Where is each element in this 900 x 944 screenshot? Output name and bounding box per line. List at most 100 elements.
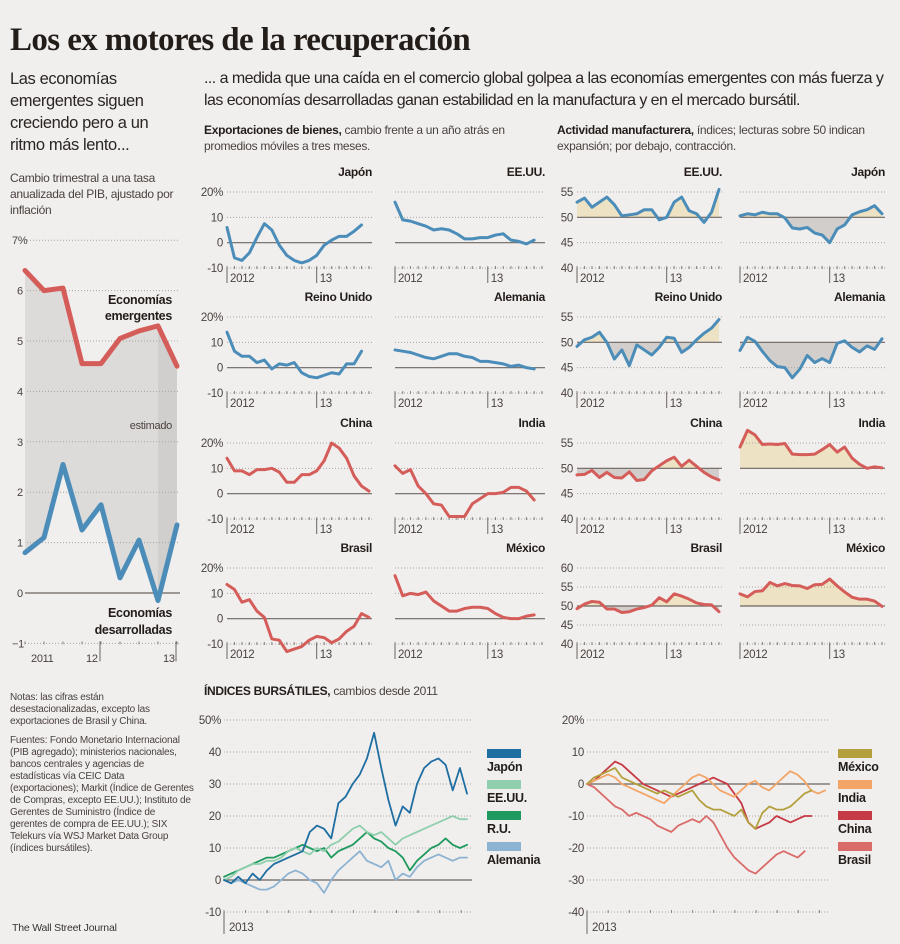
stocks-emerging-legend-swatch bbox=[838, 842, 872, 851]
exports-xtick-label: 2012 bbox=[230, 524, 254, 536]
exports-series-line bbox=[225, 582, 371, 654]
exports-xtick-label: 2012 bbox=[398, 649, 422, 661]
stocks-developed-legend-label: Japón bbox=[487, 760, 522, 774]
gdp-label-emerging: Economías bbox=[108, 293, 172, 307]
manufacturing-contraction-area bbox=[740, 342, 883, 378]
stocks-emerging-xtick-label: 2013 bbox=[592, 922, 616, 934]
exports-ytick-label: 20% bbox=[201, 187, 223, 199]
sources-text: Fuentes: Fondo Monetario Internacional (… bbox=[10, 735, 194, 854]
stocks-developed-ytick-label: 30 bbox=[209, 779, 221, 791]
stocks-emerging-ytick-label: -40 bbox=[568, 907, 584, 919]
gdp-estimate-label: estimado bbox=[130, 420, 172, 432]
manufacturing-series-line bbox=[575, 455, 721, 482]
manufacturing-panel-title: Reino Unido bbox=[655, 290, 722, 304]
exports-series-line bbox=[393, 574, 536, 621]
notes-block: Notas: las cifras están desestacionaliza… bbox=[10, 692, 195, 862]
exports-panel-title: China bbox=[340, 416, 372, 430]
gdp-ytick-label: −1 bbox=[12, 638, 24, 650]
stocks-emerging-series-india bbox=[586, 770, 827, 805]
exports-xtick-label: 2012 bbox=[398, 398, 422, 410]
manufacturing-xtick-label: 13 bbox=[833, 649, 845, 661]
stocks-developed-ytick-label: 40 bbox=[209, 747, 221, 759]
manufacturing-expansion-area bbox=[740, 579, 883, 606]
gdp-label-emerging: emergentes bbox=[105, 309, 173, 323]
exports-ytick-label: 20% bbox=[201, 563, 223, 575]
stocks-emerging-ytick-label: -10 bbox=[568, 811, 584, 823]
exports-xtick-label: 13 bbox=[320, 524, 332, 536]
manufacturing-expansion-area bbox=[581, 319, 720, 343]
manufacturing-ytick-label: 45 bbox=[561, 238, 573, 250]
exports-xtick-label: 13 bbox=[320, 649, 332, 661]
stocks-developed-series-eeuu bbox=[223, 815, 468, 881]
exports-series-line bbox=[393, 348, 536, 371]
exports-series-line bbox=[393, 464, 536, 518]
manufacturing-ytick-label: 40 bbox=[561, 514, 573, 526]
exports-xtick-label: 13 bbox=[491, 273, 503, 285]
stocks-emerging-series-brasil bbox=[586, 783, 806, 875]
stocks-emerging-series-mxico bbox=[586, 767, 813, 830]
manufacturing-contraction-area bbox=[577, 342, 720, 366]
exports-ytick-label: 20% bbox=[201, 312, 223, 324]
manufacturing-series-line bbox=[575, 187, 721, 224]
intro-right-text: ... a medida que una caída en el comerci… bbox=[204, 70, 884, 109]
gdp-label-developed: desarrolladas bbox=[95, 623, 173, 637]
manufacturing-series-line bbox=[738, 577, 884, 608]
exports-ytick-label: 0 bbox=[217, 489, 223, 501]
exports-ytick-label: 10 bbox=[211, 337, 223, 349]
manufacturing-panel-title: México bbox=[846, 541, 885, 555]
stocks-emerging-ytick-label: -20 bbox=[568, 843, 584, 855]
stocks-developed-ytick-label: 20 bbox=[209, 811, 221, 823]
stocks-description: cambios desde 2011 bbox=[330, 684, 438, 698]
stocks-subtitle: ÍNDICES BURSÁTILES, cambios desde 2011 bbox=[204, 683, 604, 699]
gdp-xtick-label: 13 bbox=[163, 653, 175, 665]
gdp-ytick-label: 4 bbox=[17, 386, 23, 398]
stocks-emerging-ytick-label: 0 bbox=[578, 779, 584, 791]
stocks-emerging-ytick-label: 20% bbox=[562, 715, 584, 727]
stocks-emerging-legend-label: India bbox=[838, 791, 867, 805]
page-title: Los ex motores de la recuperación bbox=[10, 22, 471, 58]
stocks-emerging-series-china bbox=[586, 760, 813, 830]
stocks-emerging-legend-label: Brasil bbox=[838, 853, 871, 867]
exports-panel-title: Brasil bbox=[340, 541, 372, 555]
manufacturing-expansion-area bbox=[577, 189, 720, 218]
manufacturing-ytick-label: 50 bbox=[561, 463, 573, 475]
notes-text: Notas: las cifras están desestacionaliza… bbox=[10, 692, 150, 727]
manufacturing-ytick-label: 50 bbox=[561, 601, 573, 613]
credit-text: The Wall Street Journal bbox=[12, 922, 117, 934]
stocks-developed-ytick-label: 50% bbox=[199, 715, 221, 727]
manufacturing-xtick-label: 13 bbox=[670, 649, 682, 661]
exports-ytick-label: -10 bbox=[207, 263, 223, 275]
gdp-subtitle: Cambio trimestral a una tasa anualizada … bbox=[10, 171, 174, 217]
stocks-emerging-legend-swatch bbox=[838, 780, 872, 789]
stocks-developed-legend-swatch bbox=[487, 780, 521, 789]
stocks-developed-legend-swatch bbox=[487, 842, 521, 851]
stocks-developed-series-ru bbox=[223, 831, 468, 878]
manufacturing-subtitle: Actividad manufacturera, índices; lectur… bbox=[557, 122, 900, 154]
exports-xtick-label: 13 bbox=[320, 273, 332, 285]
stocks-developed-series-alemania bbox=[223, 850, 468, 894]
exports-panel-title: India bbox=[518, 416, 545, 430]
gdp-ytick-label: 5 bbox=[17, 336, 23, 348]
exports-xtick-label: 2012 bbox=[230, 398, 254, 410]
manufacturing-ytick-label: 50 bbox=[561, 212, 573, 224]
manufacturing-xtick-label: 2012 bbox=[580, 524, 604, 536]
manufacturing-ytick-label: 40 bbox=[561, 639, 573, 651]
stocks-developed-legend-label: EE.UU. bbox=[487, 791, 527, 805]
gdp-label-developed: Economías bbox=[108, 606, 172, 620]
exports-ytick-label: 0 bbox=[217, 363, 223, 375]
stocks-emerging-legend-label: México bbox=[838, 760, 879, 774]
manufacturing-xtick-label: 2012 bbox=[580, 649, 604, 661]
exports-xtick-label: 13 bbox=[491, 524, 503, 536]
exports-ytick-label: -10 bbox=[207, 514, 223, 526]
manufacturing-xtick-label: 2012 bbox=[743, 524, 767, 536]
gdp-ytick-label: 0 bbox=[17, 588, 23, 600]
stocks-developed-legend-swatch bbox=[487, 749, 521, 758]
manufacturing-xtick-label: 13 bbox=[833, 398, 845, 410]
exports-panel-title: Alemania bbox=[494, 290, 546, 304]
gdp-ytick-label: 1 bbox=[17, 538, 23, 550]
exports-xtick-label: 2012 bbox=[398, 524, 422, 536]
manufacturing-ytick-label: 45 bbox=[561, 489, 573, 501]
manufacturing-ytick-label: 55 bbox=[561, 438, 573, 450]
gdp-ytick-label: 6 bbox=[17, 286, 23, 298]
gdp-ytick-label: 3 bbox=[17, 437, 23, 449]
